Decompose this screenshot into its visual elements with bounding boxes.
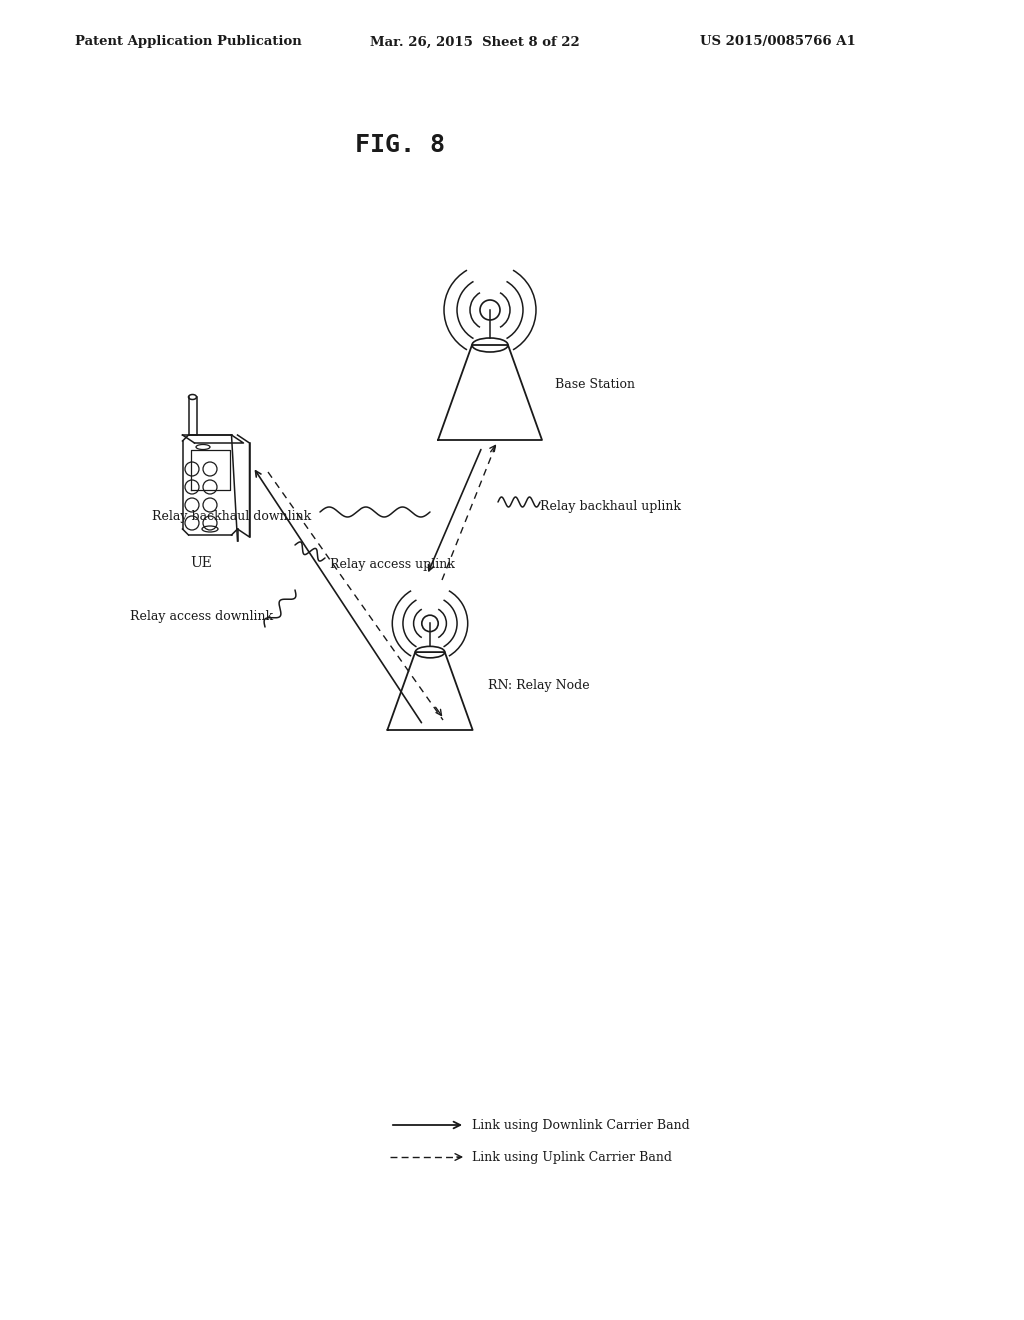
Text: FIG. 8: FIG. 8 xyxy=(355,133,445,157)
Text: Relay access downlink: Relay access downlink xyxy=(130,610,273,623)
Text: RN: Relay Node: RN: Relay Node xyxy=(488,678,590,692)
Text: Relay backhaul downlink: Relay backhaul downlink xyxy=(152,510,311,523)
Text: Patent Application Publication: Patent Application Publication xyxy=(75,36,302,49)
Text: Link using Uplink Carrier Band: Link using Uplink Carrier Band xyxy=(472,1151,672,1163)
Text: UE: UE xyxy=(190,556,212,570)
Text: Base Station: Base Station xyxy=(555,379,635,392)
Text: Link using Downlink Carrier Band: Link using Downlink Carrier Band xyxy=(472,1118,690,1131)
Text: Relay backhaul uplink: Relay backhaul uplink xyxy=(540,500,681,513)
Text: Relay access uplink: Relay access uplink xyxy=(330,558,455,572)
Text: US 2015/0085766 A1: US 2015/0085766 A1 xyxy=(700,36,856,49)
Text: Mar. 26, 2015  Sheet 8 of 22: Mar. 26, 2015 Sheet 8 of 22 xyxy=(370,36,580,49)
